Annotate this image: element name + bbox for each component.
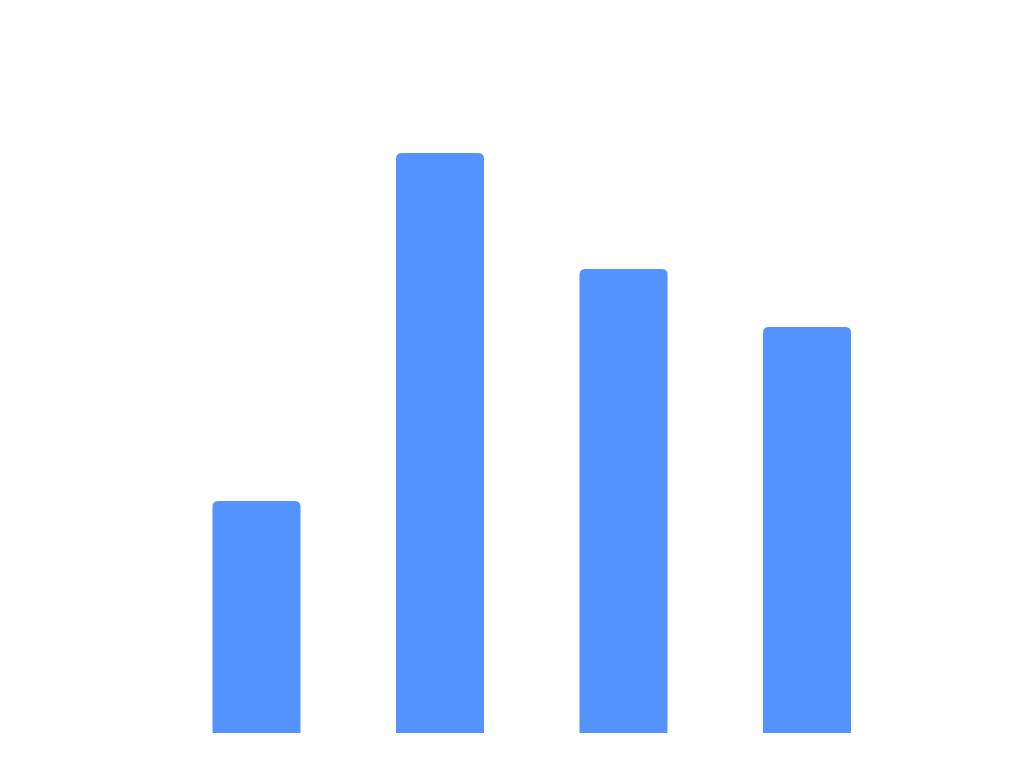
bar-1: [212, 501, 301, 733]
bars-group: [212, 153, 851, 733]
bar-3: [579, 269, 668, 733]
bar-2: [396, 153, 484, 733]
bar-4: [763, 327, 851, 733]
